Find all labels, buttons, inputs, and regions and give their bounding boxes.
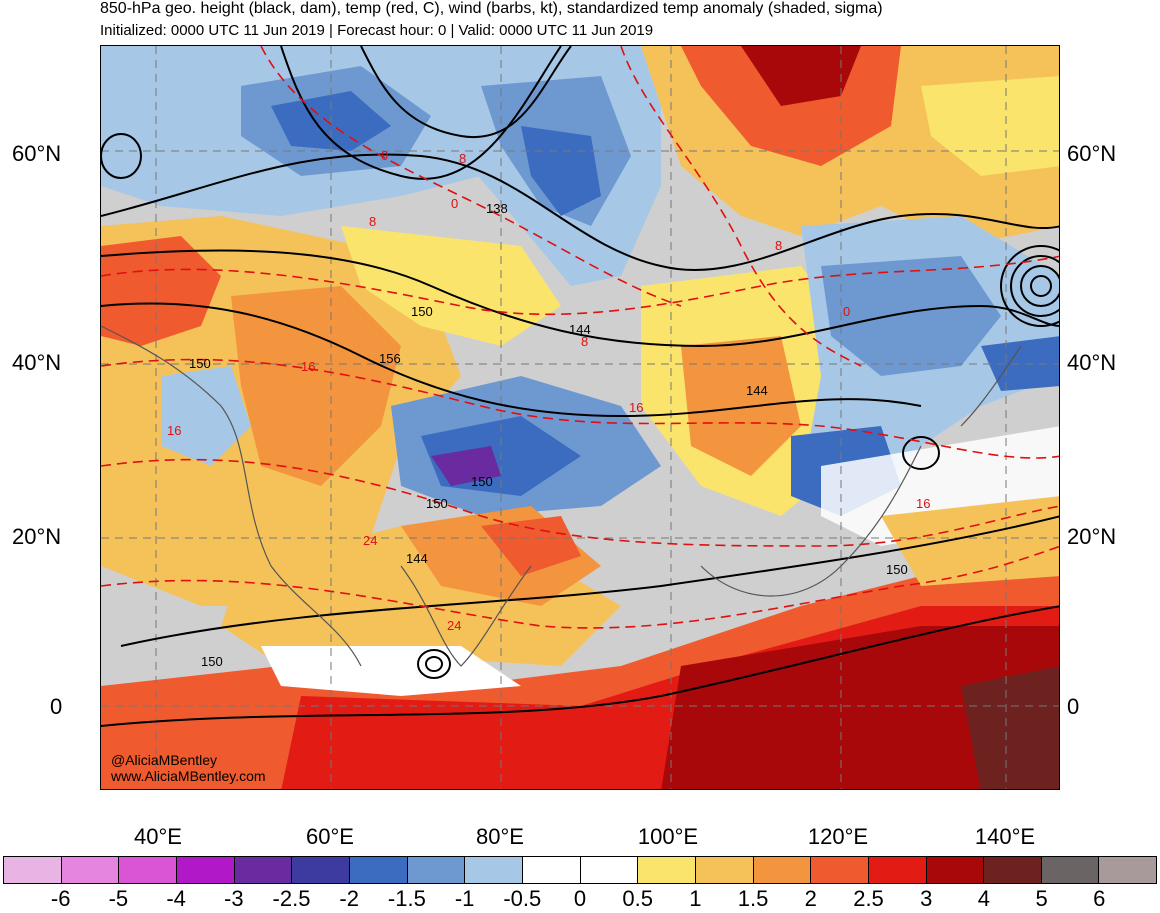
height-contour-label: 150: [426, 496, 448, 511]
colorbar-tick-label: 0.5: [622, 886, 653, 911]
colorbar-tick-label: -6: [50, 886, 71, 911]
colorbar-tick-label: 6: [1093, 886, 1106, 911]
colorbar-tick-label: 2.5: [853, 886, 884, 911]
colorbar-swatch: [465, 857, 523, 883]
temp-contour-label: 0: [843, 304, 851, 319]
colorbar-swatch: [292, 857, 350, 883]
weather-map: 138 150 144 156 150 150 150 144 150 150 …: [100, 45, 1060, 790]
colorbar-swatch: [984, 857, 1042, 883]
colorbar-swatch: [4, 857, 62, 883]
height-contour-label: 138: [486, 201, 508, 216]
temp-contour-label: 24: [447, 618, 462, 633]
anomaly-region: [481, 516, 581, 576]
temp-contour-label: 24: [363, 533, 378, 548]
anomaly-region: [661, 626, 1059, 789]
colorbar-tick-label: 2: [804, 886, 817, 911]
anomaly-region: [961, 666, 1059, 789]
colorbar-tick-label: -2: [339, 886, 359, 911]
colorbar-swatch: [234, 857, 293, 883]
anomaly-region: [881, 496, 1059, 586]
temp-contour-label: 16: [301, 359, 316, 374]
colorbar-tick-label: -2.5: [272, 886, 311, 911]
height-contour-label: 144: [406, 551, 428, 566]
lat-label-40n-left: 40°N: [12, 350, 62, 375]
height-contour-label: 150: [201, 654, 223, 669]
colorbar-tick-label: -1.5: [387, 886, 426, 911]
colorbar-tick-label: -5: [108, 886, 129, 911]
colorbar-swatch: [695, 857, 754, 883]
lon-label-120e: 120°E: [807, 824, 869, 849]
anomaly-region: [101, 236, 221, 346]
temperature-contours: [101, 46, 1059, 629]
temp-contour-label: 16: [916, 496, 931, 511]
lat-label-60n-right: 60°N: [1067, 141, 1117, 166]
colorbar-swatch: [522, 857, 581, 883]
colorbar-swatch: [61, 857, 120, 883]
anomaly-region: [821, 256, 1001, 376]
lat-label-0-right: 0: [1067, 694, 1080, 719]
anomaly-colorbar: [3, 856, 1157, 884]
anomaly-region: [231, 286, 401, 486]
colorbar-swatch: [1041, 857, 1100, 883]
colorbar-tick-label: 1.5: [737, 886, 769, 911]
height-contour-label: 150: [471, 474, 493, 489]
height-contour-label: 150: [189, 356, 211, 371]
temp-contour-label: 16: [167, 423, 182, 438]
height-contour-label: 144: [569, 322, 591, 337]
colorbar-swatch: [868, 857, 927, 883]
anomaly-region: [161, 366, 251, 466]
height-contour-label: 150: [411, 304, 433, 319]
temp-contour-label: 8: [775, 238, 783, 253]
colorbar-swatch: [580, 857, 639, 883]
height-contour-label: 144: [746, 383, 768, 398]
lon-label-40e: 40°E: [134, 824, 182, 849]
coastlines: [101, 325, 1022, 667]
colorbar-swatch: [119, 857, 177, 883]
anomaly-region: [681, 336, 801, 476]
colorbar-tick-label: -3: [224, 886, 244, 911]
anomaly-region: [741, 46, 861, 106]
colorbar-tick-label: 5: [1035, 886, 1048, 911]
map-title: 850-hPa geo. height (black, dam), temp (…: [100, 0, 883, 17]
lon-label-100e: 100°E: [637, 824, 699, 849]
colorbar-tick-label: -1: [454, 886, 475, 911]
colorbar-swatch: [1099, 857, 1157, 883]
anomaly-region: [521, 126, 601, 216]
lat-label-40n-right: 40°N: [1067, 350, 1117, 375]
colorbar-swatch: [638, 857, 696, 883]
colorbar-swatch: [926, 857, 985, 883]
lat-label-60n-left: 60°N: [12, 141, 62, 166]
colorbar-swatch: [811, 857, 869, 883]
colorbar-tick-label: -4: [166, 886, 186, 911]
colorbar-swatch: [176, 857, 235, 883]
temp-contour-label: 16: [629, 400, 644, 415]
colorbar-swatch: [407, 857, 466, 883]
credit-website: www.AliciaMBentley.com: [111, 768, 266, 784]
colorbar-tick-label: 3: [920, 886, 933, 911]
colorbar-tick-label: 1: [689, 886, 702, 911]
height-contours: [101, 46, 1059, 727]
temp-contour-label: 8: [459, 151, 467, 166]
credit-twitter: @AliciaMBentley: [111, 752, 218, 768]
anomaly-region: [261, 646, 521, 696]
lon-label-80e: 80°E: [476, 824, 524, 849]
colorbar-tick-label: 0: [573, 886, 587, 911]
anomaly-region: [431, 446, 501, 486]
lat-label-20n-right: 20°N: [1067, 524, 1117, 549]
colorbar-swatch: [349, 857, 408, 883]
height-contour-label: 156: [379, 351, 401, 366]
temp-contour-label: 8: [369, 214, 377, 229]
lat-label-0-left: 0: [50, 694, 63, 719]
colorbar-swatch: [753, 857, 812, 883]
map-subtitle: Initialized: 0000 UTC 11 Jun 2019 | Fore…: [100, 22, 654, 39]
temp-contour-label: 0: [381, 148, 389, 163]
colorbar-tick-label: 4: [977, 886, 991, 911]
lon-label-140e: 140°E: [974, 824, 1036, 849]
lon-label-60e: 60°E: [306, 824, 354, 849]
colorbar-tick-label: -0.5: [503, 886, 542, 911]
temp-contour-label: 8: [581, 334, 589, 349]
temp-contour-label: 0: [451, 196, 459, 211]
lat-label-20n-left: 20°N: [12, 524, 62, 549]
height-contour-label: 150: [886, 562, 908, 577]
